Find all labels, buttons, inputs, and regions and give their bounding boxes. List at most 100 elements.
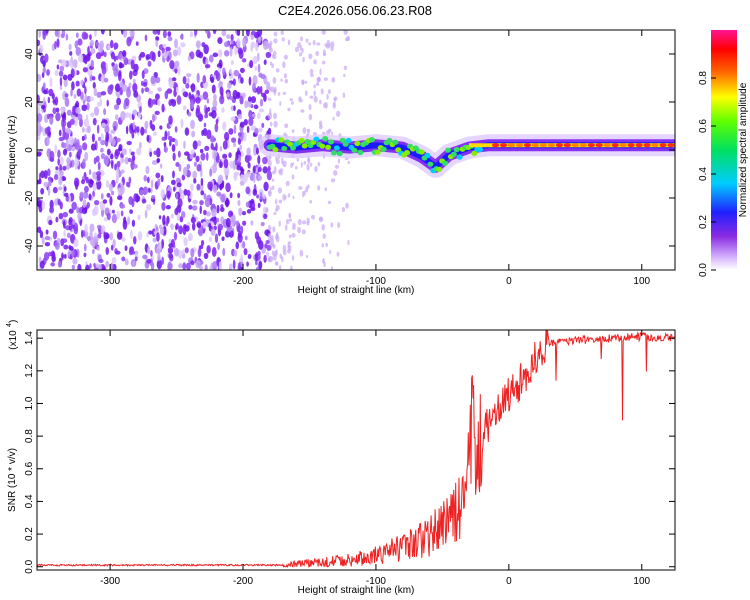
noise-dot — [307, 158, 311, 164]
noise-dot — [239, 95, 244, 105]
noise-dot — [236, 30, 241, 37]
noise-dot — [43, 89, 48, 95]
noise-dot — [267, 165, 271, 172]
noise-dot — [302, 56, 305, 63]
noise-dot — [154, 76, 161, 84]
noise-dot — [159, 163, 163, 169]
noise-dot — [150, 261, 155, 270]
noise-dot — [62, 148, 68, 156]
noise-dot — [193, 161, 197, 167]
noise-dot — [291, 129, 295, 133]
noise-dot — [120, 184, 125, 195]
noise-dot — [76, 88, 82, 97]
noise-dot — [113, 55, 117, 62]
noise-dot — [130, 250, 136, 255]
noise-dot — [143, 128, 147, 134]
noise-dot — [259, 98, 264, 107]
noise-dot — [101, 122, 106, 128]
noise-dot — [243, 118, 248, 126]
noise-dot — [223, 131, 230, 141]
noise-dot — [271, 178, 275, 182]
noise-dot — [174, 139, 179, 147]
noise-dot — [62, 120, 67, 127]
noise-dot — [323, 261, 326, 268]
noise-dot — [130, 59, 135, 70]
noise-dot — [211, 110, 217, 119]
noise-dot — [250, 198, 255, 204]
signal-blob — [368, 137, 375, 143]
noise-dot — [68, 194, 72, 204]
noise-dot — [213, 216, 217, 226]
noise-dot — [161, 256, 165, 266]
noise-dot — [310, 73, 314, 77]
noise-dot — [191, 222, 196, 231]
noise-dot — [289, 98, 293, 102]
noise-dot — [132, 78, 136, 84]
noise-dot — [63, 229, 66, 238]
noise-dot — [146, 176, 150, 184]
noise-dot — [240, 254, 243, 264]
noise-dot — [65, 195, 70, 202]
noise-dot — [332, 103, 336, 109]
noise-dot — [54, 96, 59, 106]
noise-dot — [69, 151, 72, 158]
noise-dot — [171, 179, 176, 186]
noise-dot — [73, 93, 77, 99]
noise-dot — [103, 108, 107, 116]
noise-dot — [190, 119, 196, 130]
noise-dot — [246, 147, 251, 156]
noise-dot — [77, 53, 84, 63]
noise-dot — [272, 76, 277, 84]
noise-dot — [117, 71, 122, 82]
signal-tone-peak — [500, 143, 508, 148]
noise-dot — [40, 170, 45, 179]
snr-x-tick-label: -100 — [366, 576, 386, 587]
noise-dot — [162, 214, 166, 225]
noise-dot — [273, 211, 277, 216]
noise-dot — [275, 156, 278, 162]
snr-y-tick-label: 0.0 — [24, 559, 35, 573]
noise-dot — [59, 85, 63, 90]
signal-tone-peak — [531, 143, 539, 148]
noise-dot — [141, 198, 147, 204]
noise-dot — [82, 67, 88, 73]
signal-tone-peak — [627, 143, 635, 148]
noise-dot — [115, 250, 121, 255]
noise-dot — [37, 39, 41, 47]
noise-dot — [345, 202, 349, 209]
signal-tone-peak — [619, 143, 627, 148]
noise-dot — [84, 185, 89, 193]
noise-dot — [47, 186, 51, 197]
noise-dot — [275, 235, 280, 243]
noise-dot — [326, 93, 329, 100]
noise-dot — [296, 158, 299, 162]
signal-blob — [456, 154, 463, 160]
noise-dot — [82, 158, 86, 169]
noise-dot — [96, 246, 100, 251]
noise-dot — [287, 248, 291, 254]
noise-dot — [221, 30, 227, 37]
noise-dot — [140, 126, 145, 136]
noise-dot — [319, 99, 322, 105]
spectrogram-x-tick-label: 100 — [633, 276, 650, 287]
noise-dot — [197, 247, 202, 258]
noise-dot — [132, 260, 135, 267]
noise-dot — [330, 41, 335, 48]
noise-dot — [221, 236, 225, 242]
noise-dot — [83, 243, 87, 252]
noise-dot — [103, 231, 106, 240]
noise-dot — [123, 216, 127, 224]
colorbar-tick-label: 0.4 — [698, 167, 709, 181]
noise-dot — [277, 187, 282, 194]
noise-dot — [245, 201, 250, 208]
noise-dot — [253, 146, 258, 156]
noise-dot — [264, 89, 270, 95]
noise-dot — [150, 179, 154, 189]
noise-dot — [55, 216, 59, 223]
noise-dot — [132, 121, 136, 131]
noise-dot — [69, 118, 75, 125]
noise-dot — [42, 66, 46, 74]
signal-tone-peak — [515, 143, 523, 148]
noise-dot — [139, 189, 144, 196]
noise-dot — [308, 113, 313, 121]
